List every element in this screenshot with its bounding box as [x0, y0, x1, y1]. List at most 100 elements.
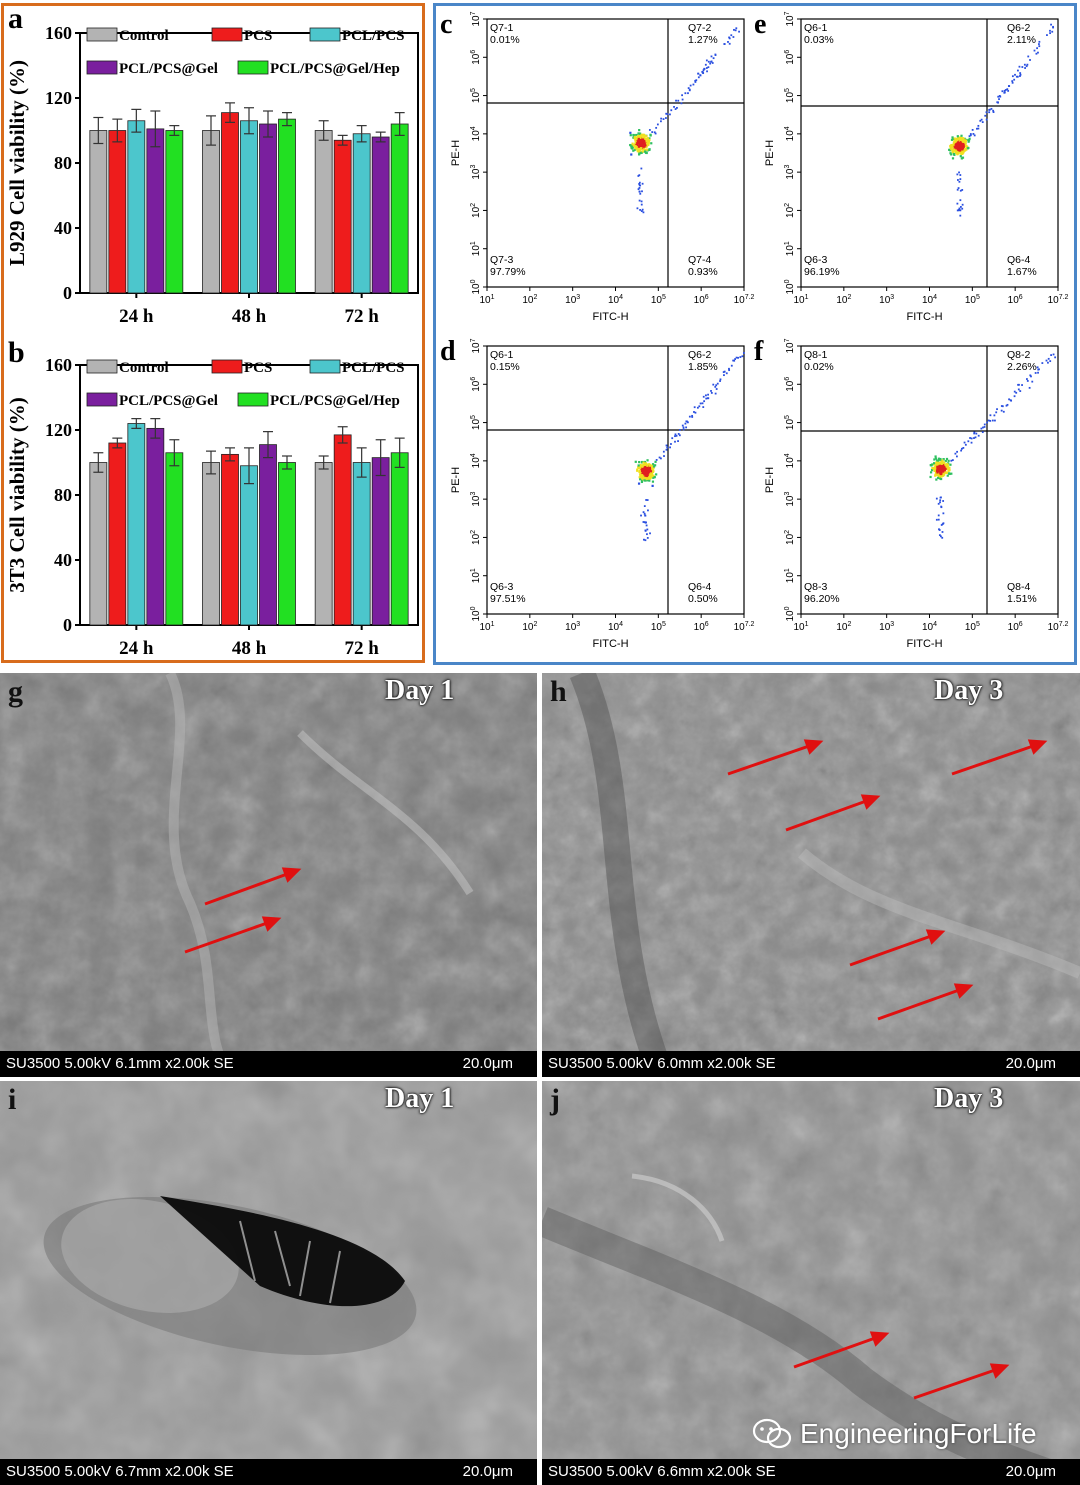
event-dot: [643, 133, 646, 137]
event-dot: [939, 462, 942, 465]
legend-swatch: [237, 392, 269, 407]
event-dot: [643, 464, 646, 467]
event-dot: [929, 475, 932, 479]
panel-letter: a: [8, 2, 23, 35]
event-dot: [650, 471, 653, 474]
event-dot: [644, 466, 647, 470]
event-dot: [648, 129, 651, 131]
event-dot: [682, 428, 685, 431]
event-dot: [728, 37, 731, 40]
event-dot: [642, 538, 645, 541]
event-dot: [665, 117, 667, 119]
event-dot: [948, 148, 951, 151]
event-dot: [651, 131, 654, 133]
event-dot: [643, 505, 646, 507]
quadrant-percent: 96.19%: [804, 266, 840, 278]
event-dot: [1031, 380, 1034, 383]
event-dot: [646, 464, 649, 467]
event-dot: [734, 358, 737, 360]
watermark: EngineeringForLife: [752, 1418, 1037, 1450]
event-dot: [941, 523, 944, 525]
event-dot: [682, 426, 685, 429]
event-dot: [955, 147, 959, 150]
event-dot: [644, 151, 648, 154]
event-dot: [642, 511, 645, 514]
y-tick-label: 120: [45, 420, 72, 440]
event-dot: [941, 531, 944, 533]
event-dot: [997, 95, 1000, 98]
legend-label: PCL/PCS: [342, 360, 405, 376]
event-dot: [1037, 371, 1039, 374]
event-dot: [646, 477, 650, 480]
x-tick-label: 101: [479, 621, 494, 633]
event-dot: [947, 459, 950, 462]
event-dot: [640, 478, 644, 482]
event-dot: [929, 464, 932, 467]
event-dot: [697, 76, 700, 79]
event-dot: [650, 472, 654, 476]
quadrant-percent: 2.26%: [1007, 361, 1037, 373]
event-dot: [634, 147, 637, 150]
quadrant-name: Q7-2: [688, 22, 712, 34]
event-dot: [646, 459, 649, 462]
flow-cytometry-panel-box: [433, 3, 1077, 665]
event-dot: [725, 372, 728, 375]
event-dot: [982, 426, 984, 429]
event-dot: [649, 468, 652, 471]
event-dot: [942, 500, 945, 502]
x-axis-label: FITC-H: [592, 638, 628, 650]
event-dot: [732, 36, 735, 38]
y-axis-label: PE-H: [450, 140, 462, 166]
event-dot: [654, 460, 657, 463]
event-dot: [1009, 399, 1012, 402]
event-dot: [644, 149, 647, 152]
event-dot: [941, 464, 944, 467]
event-dot: [969, 437, 971, 439]
event-dot: [705, 59, 708, 62]
event-dot: [960, 148, 964, 151]
event-dot: [981, 121, 984, 124]
x-tick-label: 72 h: [345, 638, 380, 659]
event-dot: [991, 419, 994, 422]
event-dot: [940, 524, 943, 526]
event-dot: [1019, 72, 1022, 74]
quadrant-percent: 0.02%: [804, 361, 834, 373]
event-dot: [1026, 378, 1028, 380]
event-dot: [705, 397, 708, 400]
plot-frame: [486, 345, 745, 615]
event-dot: [646, 528, 649, 531]
event-dot: [636, 207, 639, 210]
event-dot: [662, 450, 665, 453]
flow-plot-f: Q8-10.02% Q8-22.26% Q8-396.20% Q8-41.51% 101…: [754, 336, 1069, 650]
event-dot: [648, 138, 651, 142]
legend-swatch: [237, 60, 269, 75]
event-dot: [942, 473, 946, 476]
event-dot: [980, 427, 983, 430]
event-dot: [984, 114, 987, 117]
y-tick-label: 106: [470, 377, 482, 392]
event-dot: [645, 474, 649, 478]
event-dot: [639, 136, 642, 139]
event-dot: [963, 441, 966, 444]
event-dot: [634, 460, 637, 463]
quadrant-name: Q6-4: [688, 581, 712, 593]
event-dot: [934, 462, 937, 465]
event-dot: [652, 466, 655, 470]
event-dot: [932, 463, 935, 466]
y-axis-label: PE-H: [764, 140, 776, 166]
event-dot: [677, 433, 680, 435]
event-dot: [645, 145, 648, 148]
event-dot: [953, 138, 957, 141]
event-dot: [637, 464, 640, 467]
event-dot: [646, 499, 649, 501]
event-dot: [1014, 73, 1016, 76]
y-tick-label: 105: [784, 415, 796, 430]
event-dot: [986, 421, 988, 424]
event-dot: [1013, 395, 1016, 398]
event-dot: [936, 467, 939, 470]
event-dot: [670, 443, 672, 445]
event-dot: [737, 356, 739, 359]
event-dot: [648, 479, 651, 482]
event-dot: [641, 138, 645, 141]
quadrant-name: Q6-2: [1007, 22, 1031, 34]
